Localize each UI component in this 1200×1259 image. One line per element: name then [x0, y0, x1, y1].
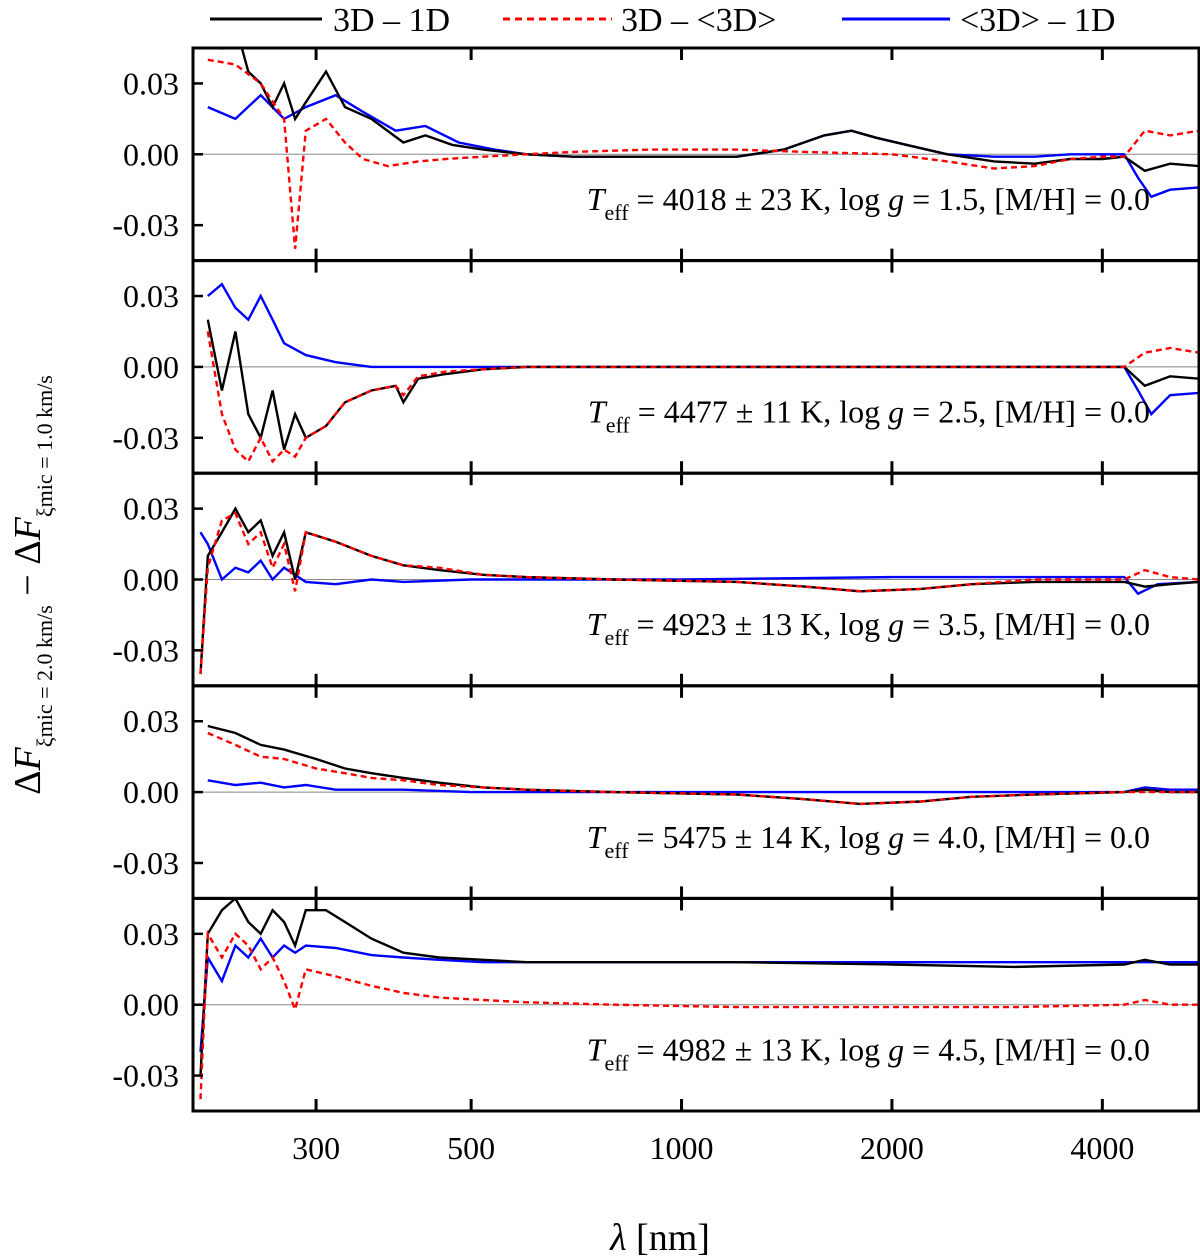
x-tick-label: 2000: [860, 1130, 924, 1166]
panels: 0.03 0.00 -0.03 Teff = 4018 ± 23 K, log g =…: [112, 46, 1200, 1113]
x-tick-labels: 300 500 1000 2000 4000: [292, 1130, 1134, 1166]
series-line-3d-3dm: [207, 58, 1199, 249]
series-line-3dm-1d: [207, 282, 1199, 417]
y-title-sub2: ξmic = 1.0 km/s: [32, 375, 57, 517]
x-tick-label: 1000: [650, 1130, 714, 1166]
y-tick-label: 0.03: [123, 916, 179, 952]
y-tick-label: -0.03: [112, 1058, 179, 1094]
y-tick-label: 0.03: [123, 65, 179, 101]
panel-5: 0.03 0.00 -0.03 Teff = 4982 ± 13 K, log g =…: [112, 896, 1200, 1113]
y-title-f2: F: [7, 516, 49, 541]
panel-annotation: Teff = 4018 ± 23 K, log g = 1.5, [M/H] =…: [587, 181, 1150, 225]
series-line-3d-1d: [206, 319, 1199, 450]
panel-annotation: Teff = 4982 ± 13 K, log g = 4.5, [M/H] =…: [587, 1031, 1150, 1075]
y-tick-label: 0.03: [123, 703, 179, 739]
x-tick-label: 300: [292, 1130, 340, 1166]
y-tick-label: -0.03: [112, 207, 179, 243]
legend: 3D – 1D 3D – <3D> <3D> – 1D: [210, 2, 1115, 39]
y-tick-label: -0.03: [112, 420, 179, 456]
svg-text:ΔFξmic = 2.0 km/s − ΔFξmic = 1: ΔFξmic = 2.0 km/s − ΔFξmic = 1.0 km/s: [7, 375, 57, 795]
panel-2: 0.03 0.00 -0.03 Teff = 4477 ± 11 K, log g =…: [112, 259, 1200, 475]
panel-4: 0.03 0.00 -0.03 Teff = 5475 ± 14 K, log g =…: [112, 684, 1200, 900]
y-tick-label: 0.00: [123, 562, 179, 598]
y-title-delta-2: Δ: [7, 540, 49, 564]
panel-1: 0.03 0.00 -0.03 Teff = 4018 ± 23 K, log g =…: [112, 46, 1200, 263]
legend-label-3dm-1d: <3D> – 1D: [960, 2, 1115, 39]
x-tick-label: 4000: [1070, 1130, 1134, 1166]
series-line-3dm-1d: [207, 779, 1199, 794]
y-tick-label: 0.00: [123, 136, 179, 172]
y-tick-label: 0.00: [123, 349, 179, 385]
y-title-minus: −: [7, 565, 49, 605]
x-tick-label: 500: [447, 1130, 495, 1166]
y-tick-label: 0.03: [123, 491, 179, 527]
panel-annotation: Teff = 4923 ± 13 K, log g = 3.5, [M/H] =…: [587, 606, 1150, 650]
series-line-3d-3dm: [207, 731, 1199, 806]
series-line-3d-3dm: [199, 511, 1199, 675]
y-tick-label: 0.00: [123, 987, 179, 1023]
panel-3: 0.03 0.00 -0.03 Teff = 4923 ± 13 K, log g =…: [112, 471, 1200, 688]
legend-label-3d-1d: 3D – 1D: [333, 2, 450, 39]
legend-label-3d-3dm: 3D – <3D>: [621, 2, 776, 39]
y-tick-label: 0.00: [123, 774, 179, 810]
series-line-3d-1d: [199, 898, 1199, 1076]
series-line-3dm-1d: [199, 531, 1199, 596]
y-title-f1: F: [7, 746, 49, 771]
y-title-delta: Δ: [7, 770, 49, 794]
y-tick-label: -0.03: [112, 632, 179, 668]
y-tick-label: -0.03: [112, 845, 179, 881]
series-line-3d-1d: [199, 506, 1199, 675]
y-tick-label: 0.03: [123, 278, 179, 314]
y-axis-title: ΔFξmic = 2.0 km/s − ΔFξmic = 1.0 km/s: [7, 375, 57, 795]
x-axis-title: λ [nm]: [609, 1217, 710, 1259]
panel-annotation: Teff = 5475 ± 14 K, log g = 4.0, [M/H] =…: [587, 819, 1150, 863]
series-line-3d-3dm: [206, 331, 1199, 464]
series-line-3d-3dm: [199, 929, 1199, 1100]
panel-annotation: Teff = 4477 ± 11 K, log g = 2.5, [M/H] =…: [588, 394, 1150, 438]
y-title-sub1: ξmic = 2.0 km/s: [32, 605, 57, 747]
x-title-lambda: λ: [609, 1217, 626, 1259]
x-title-unit: [nm]: [627, 1217, 710, 1259]
